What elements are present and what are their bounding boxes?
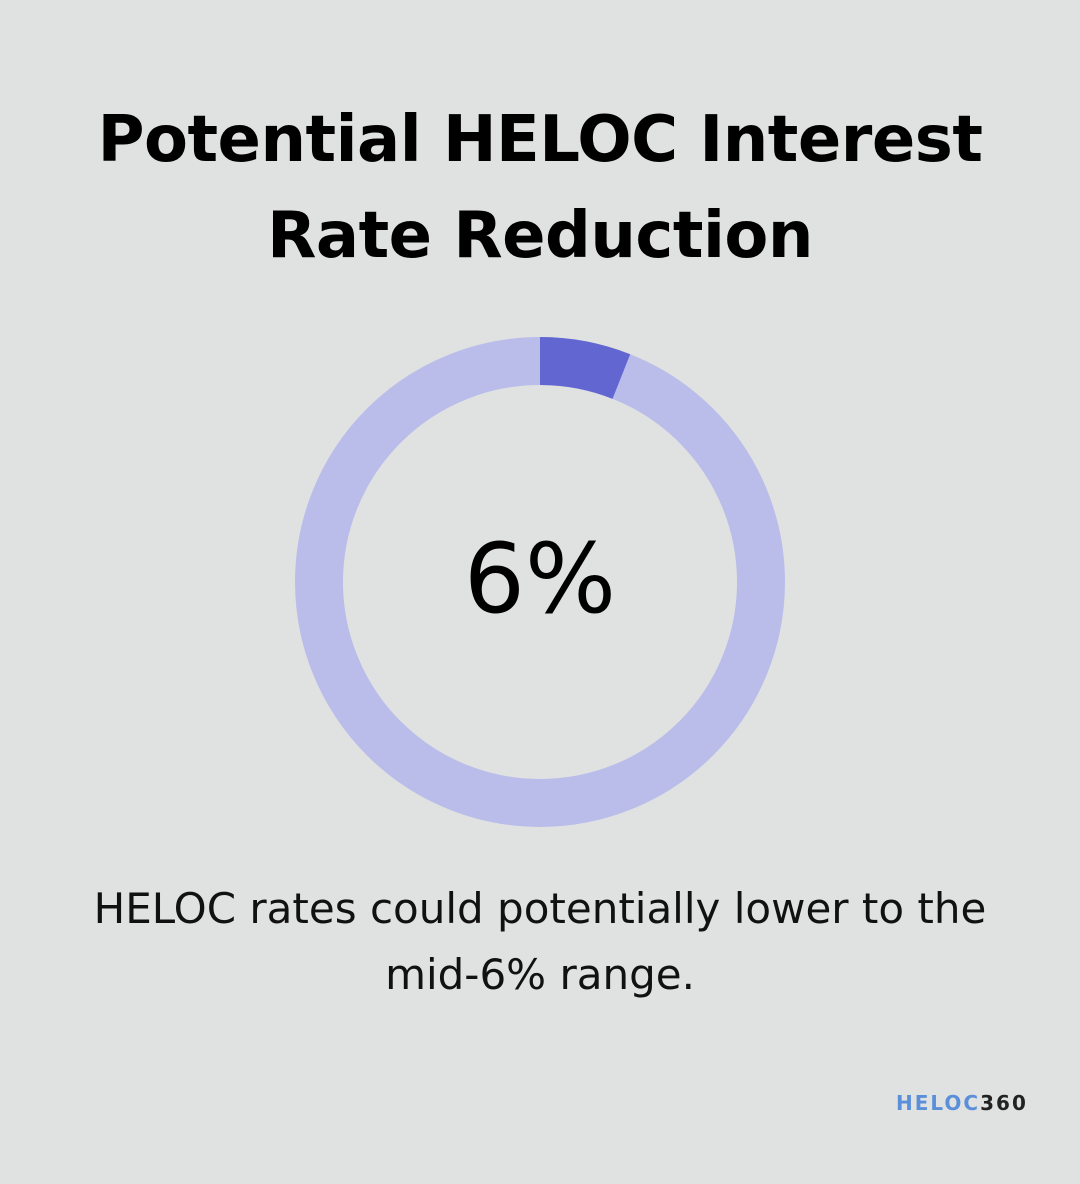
caption-line-1: HELOC rates could potentially lower to t… (93, 884, 987, 933)
logo-text-heloc: HELOC (896, 1091, 981, 1115)
title-line-2: Rate Reduction (267, 199, 813, 273)
caption-line-2: mid-6% range. (385, 950, 695, 999)
donut-center-label: 6% (464, 523, 616, 635)
infographic-title: Potential HELOC Interest Rate Reduction (60, 92, 1020, 284)
title-line-1: Potential HELOC Interest (97, 103, 983, 177)
donut-value-slice (539, 337, 631, 400)
heloc360-logo: HELOC360 (896, 1090, 1042, 1116)
caption: HELOC rates could potentially lower to t… (60, 876, 1020, 1008)
logo-text-360: 360 (980, 1091, 1028, 1115)
